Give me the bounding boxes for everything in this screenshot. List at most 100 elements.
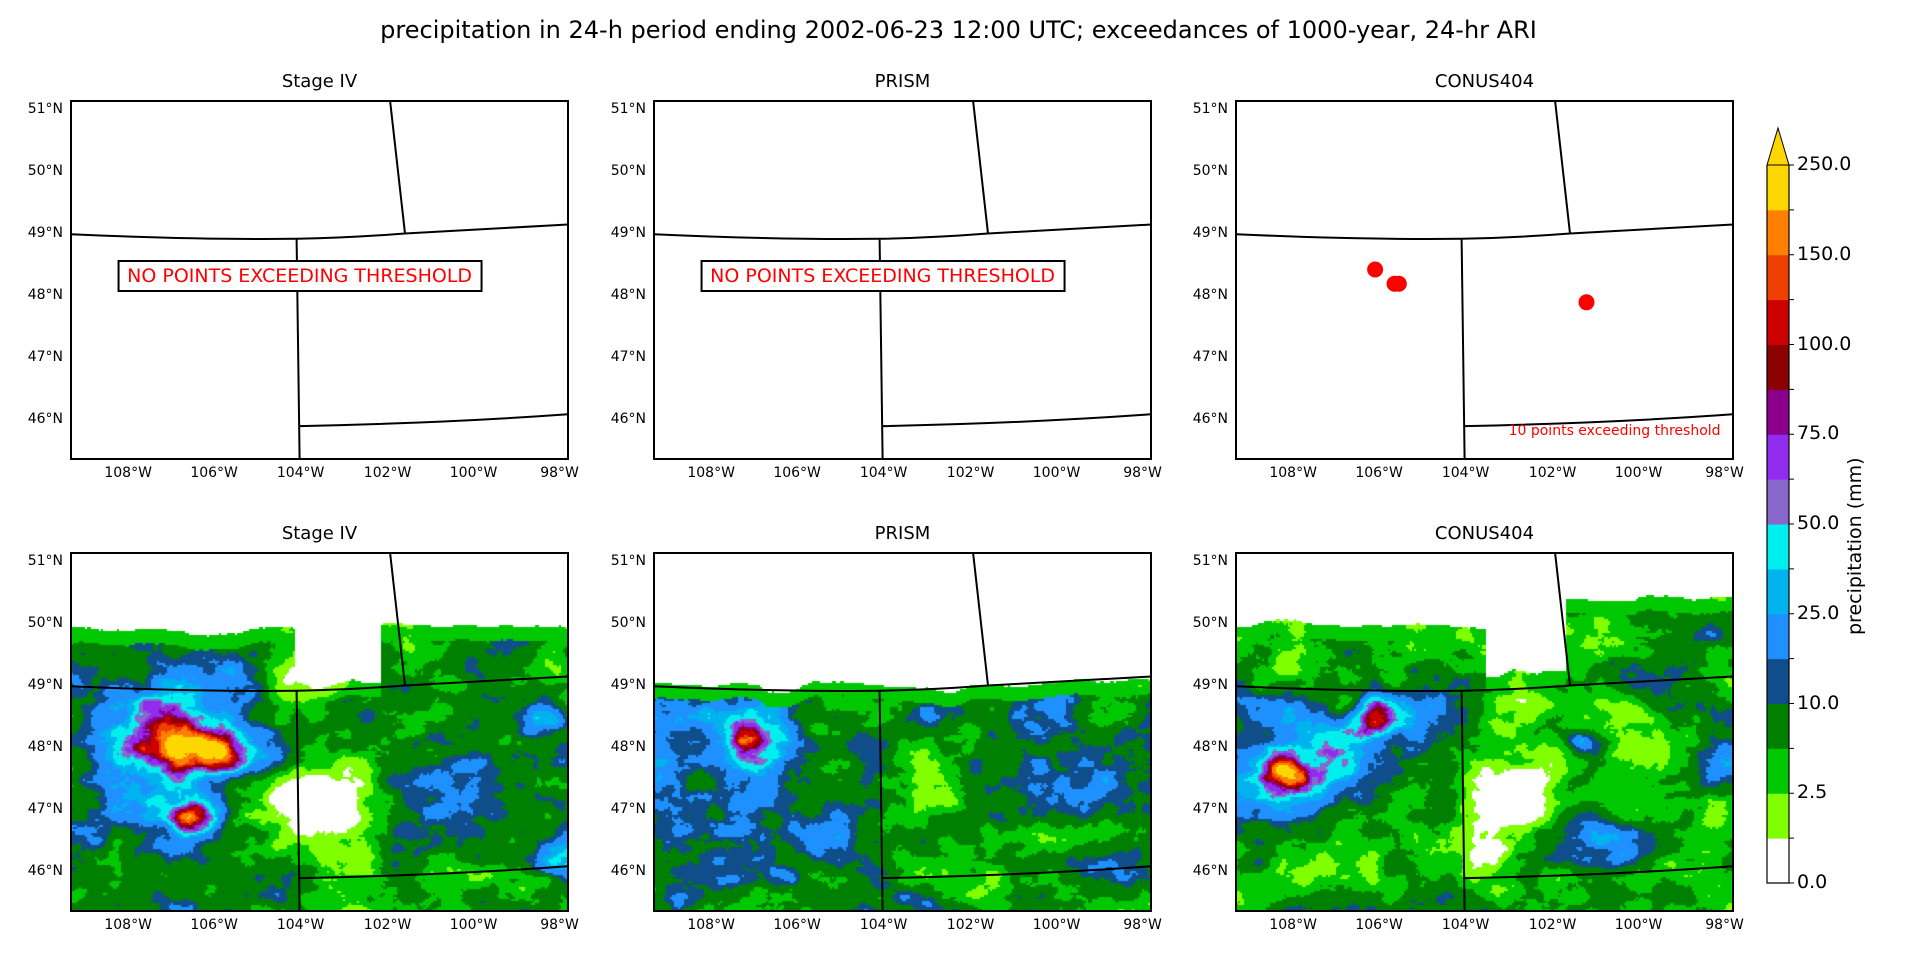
lat-tick-label: 46°N — [27, 862, 63, 879]
points-count-annotation: 10 points exceeding threshold — [1508, 423, 1721, 440]
no-points-annotation: NO POINTS EXCEEDING THRESHOLD — [117, 260, 483, 293]
lat-tick-label: 48°N — [1192, 287, 1228, 304]
lon-tick-label: 100°W — [1614, 917, 1663, 933]
map-frame — [1235, 100, 1734, 460]
panel-title: PRISM — [874, 71, 931, 92]
colorbar-bin — [1767, 524, 1789, 570]
border-line — [972, 552, 989, 686]
colorbar-bin — [1767, 703, 1789, 749]
border-line — [70, 675, 569, 692]
lon-tick-label: 108°W — [687, 465, 735, 481]
border-line — [1554, 100, 1571, 234]
border-line — [70, 223, 569, 240]
colorbar-tick-label: 25.0 — [1797, 601, 1840, 624]
colorbar-tick-label: 0.0 — [1797, 871, 1828, 893]
lat-tick-label: 47°N — [27, 349, 63, 366]
border-line — [882, 413, 1152, 428]
lat-tick-label: 49°N — [610, 677, 646, 694]
border-line — [299, 865, 569, 880]
colorbar-bin — [1767, 209, 1789, 256]
map-panel: NO POINTS EXCEEDING THRESHOLD — [70, 100, 569, 460]
figure-title: precipitation in 24-h period ending 2002… — [380, 16, 1537, 44]
map-boundaries — [70, 552, 569, 912]
colorbar-tick-label: 10.0 — [1797, 691, 1840, 714]
lon-tick-label: 98°W — [1705, 917, 1744, 933]
colorbar-tick-label: 50.0 — [1797, 512, 1840, 534]
colorbar-bin — [1767, 254, 1789, 301]
lat-tick-label: 47°N — [27, 801, 63, 818]
exceedance-point — [1367, 261, 1384, 278]
lon-tick-label: 98°W — [1123, 917, 1162, 933]
lat-tick-label: 51°N — [1192, 101, 1228, 118]
lat-tick-label: 50°N — [1192, 163, 1228, 180]
border-line — [878, 690, 884, 912]
lon-tick-label: 100°W — [1614, 465, 1663, 481]
lat-tick-label: 46°N — [1192, 862, 1228, 879]
colorbar-bin — [1767, 793, 1789, 839]
lon-tick-label: 102°W — [946, 917, 995, 933]
lon-tick-label: 102°W — [363, 917, 412, 933]
border-line — [882, 865, 1152, 880]
panel-title: Stage IV — [281, 523, 358, 544]
map-boundaries — [653, 552, 1152, 912]
border-line — [653, 223, 1152, 240]
colorbar-bin — [1767, 658, 1789, 704]
map-frame — [70, 100, 569, 460]
colorbar-bin — [1767, 299, 1789, 345]
lon-tick-label: 100°W — [449, 465, 498, 481]
lon-tick-label: 98°W — [1705, 465, 1744, 481]
lat-tick-label: 47°N — [610, 349, 646, 366]
lat-tick-label: 51°N — [610, 101, 646, 118]
map-boundaries — [653, 100, 1152, 460]
lat-tick-label: 50°N — [27, 615, 63, 632]
lat-tick-label: 46°N — [610, 410, 646, 427]
map-frame — [653, 552, 1152, 912]
lat-tick-label: 48°N — [27, 287, 63, 304]
colorbar-label: precipitation (mm) — [1844, 457, 1866, 635]
lon-tick-label: 102°W — [1528, 465, 1577, 481]
colorbar-bin — [1767, 479, 1789, 525]
border-line — [1554, 552, 1571, 686]
colorbar-tick-label: 75.0 — [1797, 422, 1840, 445]
lat-tick-label: 46°N — [610, 862, 646, 879]
lon-tick-label: 106°W — [773, 917, 821, 933]
lon-tick-label: 100°W — [1032, 465, 1081, 481]
colorbar-bin — [1767, 568, 1789, 615]
colorbar-tick-label: 250.0 — [1797, 153, 1852, 175]
colorbar-bin — [1767, 838, 1789, 884]
lon-tick-label: 102°W — [946, 465, 995, 481]
lat-tick-label: 48°N — [1192, 739, 1228, 756]
exceedance-point — [1578, 294, 1595, 311]
panel-title: CONUS404 — [1434, 71, 1535, 92]
border-line — [389, 552, 406, 686]
lon-tick-label: 106°W — [773, 465, 821, 481]
map-panel: 10 points exceeding threshold — [1235, 100, 1734, 460]
lon-tick-label: 100°W — [1032, 917, 1081, 933]
border-line — [1235, 223, 1734, 240]
colorbar-tick-label: 100.0 — [1797, 332, 1852, 355]
no-points-annotation: NO POINTS EXCEEDING THRESHOLD — [700, 260, 1066, 293]
border-line — [1464, 865, 1734, 880]
lat-tick-label: 48°N — [610, 287, 646, 304]
border-line — [299, 413, 569, 428]
lat-tick-label: 50°N — [610, 615, 646, 632]
lon-tick-label: 102°W — [1528, 917, 1577, 933]
lon-tick-label: 108°W — [104, 917, 152, 933]
lon-tick-label: 104°W — [859, 917, 908, 933]
border-line — [1460, 690, 1466, 912]
colorbar-bar — [1766, 126, 1794, 884]
lat-tick-label: 47°N — [1192, 801, 1228, 818]
lon-tick-label: 108°W — [1269, 917, 1317, 933]
lat-tick-label: 47°N — [1192, 349, 1228, 366]
lon-tick-label: 106°W — [190, 465, 238, 481]
colorbar-tick-label: 2.5 — [1797, 781, 1828, 804]
border-line — [1464, 413, 1734, 428]
lat-tick-label: 51°N — [610, 553, 646, 570]
lon-tick-label: 98°W — [540, 917, 579, 933]
lon-tick-label: 104°W — [1441, 465, 1490, 481]
exceedance-point — [1390, 275, 1407, 292]
lat-tick-label: 50°N — [610, 163, 646, 180]
lat-tick-label: 51°N — [27, 101, 63, 118]
map-panel — [1235, 552, 1734, 912]
lon-tick-label: 106°W — [1355, 465, 1403, 481]
